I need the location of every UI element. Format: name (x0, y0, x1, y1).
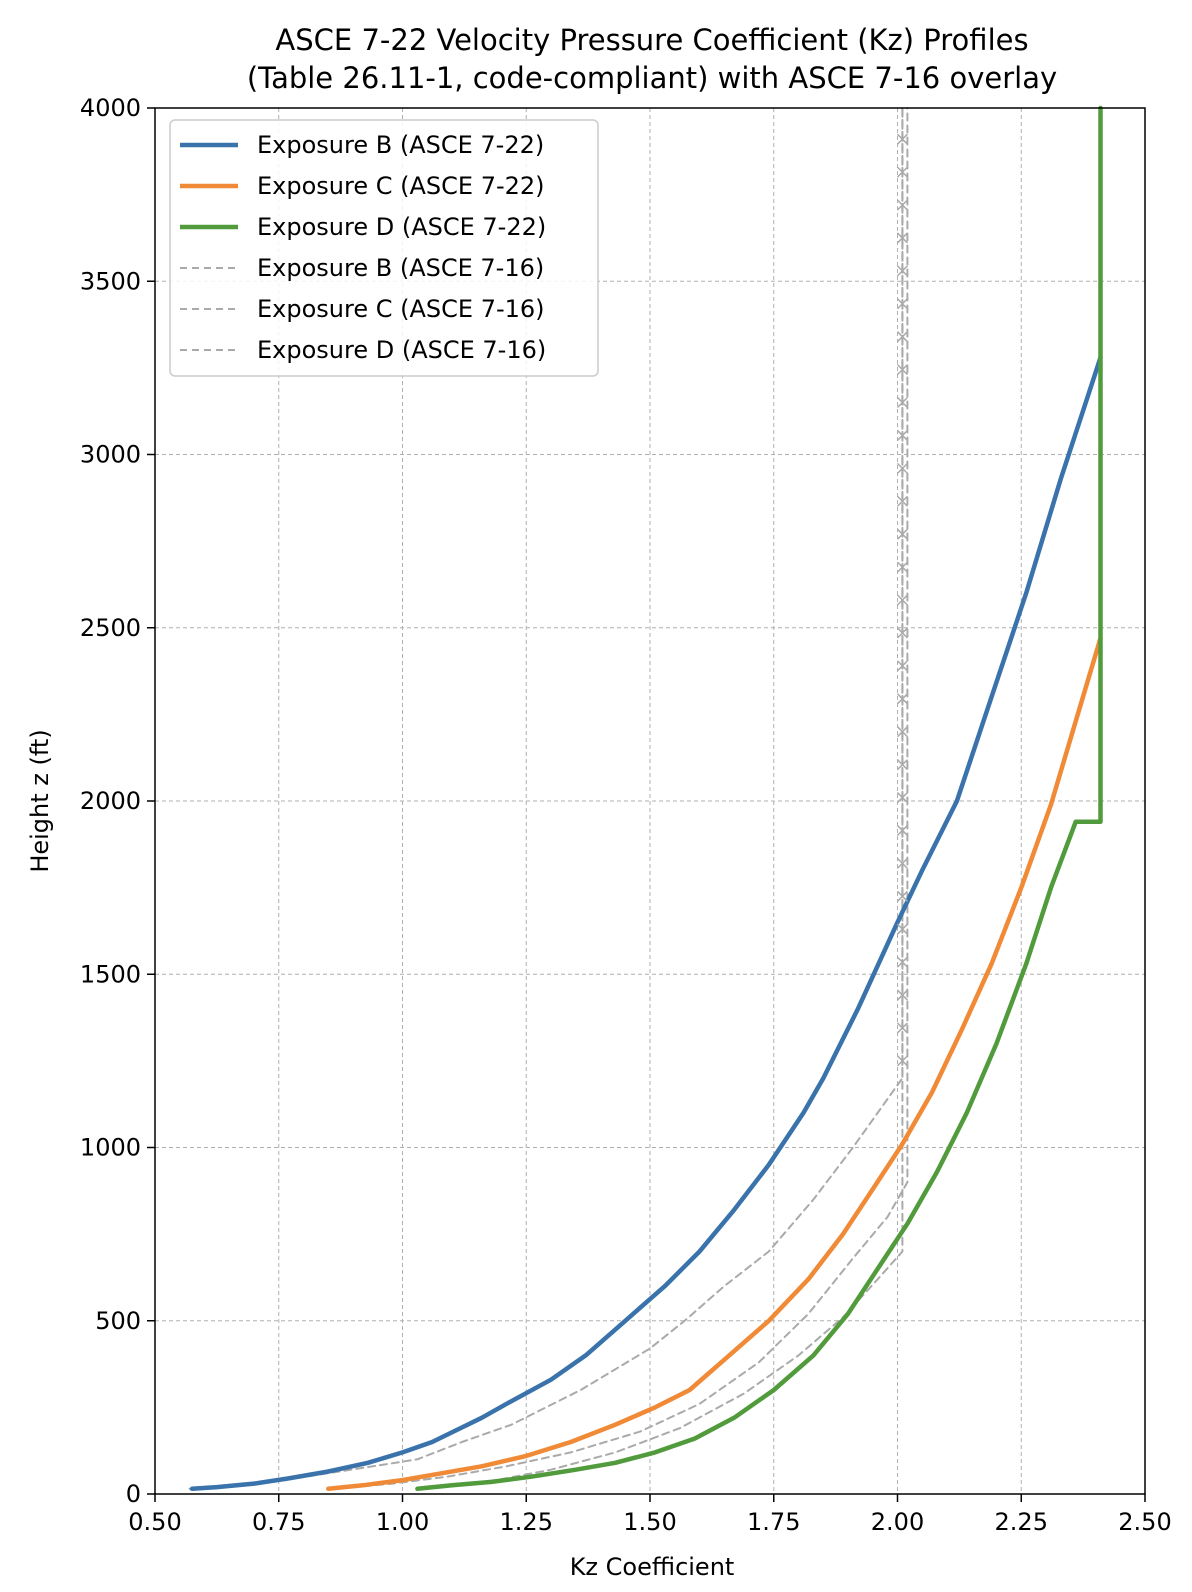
asce716-cap-marker (896, 594, 908, 606)
asce716-cap-marker (896, 462, 908, 474)
asce716-cap-marker (896, 759, 908, 771)
marker-stroke (896, 396, 908, 409)
asce716-cap-marker (896, 199, 908, 211)
marker-stroke (896, 890, 908, 902)
marker-stroke (896, 298, 908, 310)
asce716-cap-marker (896, 298, 908, 310)
asce716-cap-marker (896, 792, 908, 804)
legend-label: Exposure B (ASCE 7-22) (257, 131, 544, 159)
asce716-cap-marker (896, 923, 908, 935)
legend-label: Exposure C (ASCE 7-22) (257, 172, 545, 200)
y-tick-label: 1000 (80, 1134, 141, 1162)
asce716-cap-marker (896, 232, 908, 244)
series-line-exposure-d-asce-7-22 (415, 105, 1103, 1492)
series-line-exposure-c-asce-7-22 (326, 635, 1103, 1492)
marker-stroke (896, 726, 908, 738)
marker-stroke (896, 528, 908, 540)
y-tick-label: 2500 (80, 614, 141, 642)
asce716-cap-marker (896, 989, 908, 1001)
legend-label: Exposure D (ASCE 7-16) (257, 336, 546, 364)
x-tick-label: 1.75 (747, 1508, 800, 1536)
x-axis-ticks: 0.50 0.75 1.00 1.25 1.50 1.75 2.00 2.25 2.50 (128, 1494, 1172, 1536)
marker-stroke (896, 1055, 908, 1067)
y-tick-label: 3000 (80, 441, 141, 469)
asce716-cap-marker (896, 364, 908, 376)
marker-stroke (896, 561, 908, 573)
chart-title: ASCE 7-22 Velocity Pressure Coefficient … (275, 23, 1028, 57)
x-tick-label: 1.00 (376, 1508, 429, 1536)
marker-stroke (896, 923, 908, 935)
asce716-cap-marker (896, 528, 908, 540)
asce716-cap-marker (896, 693, 908, 705)
y-tick-label: 3500 (80, 267, 141, 295)
marker-stroke (896, 462, 908, 474)
marker-stroke (896, 495, 908, 507)
y-axis-label: Height z (ft) (26, 729, 54, 872)
y-tick-label: 500 (95, 1307, 141, 1335)
asce716-cap-marker (896, 956, 908, 968)
marker-stroke (896, 627, 908, 639)
marker-stroke (896, 989, 908, 1001)
marker-stroke (896, 594, 908, 606)
marker-stroke (896, 759, 908, 771)
legend: Exposure B (ASCE 7-22) Exposure C (ASCE 7… (169, 119, 599, 377)
marker-stroke (896, 1022, 908, 1034)
y-tick-label: 0 (126, 1480, 141, 1508)
x-tick-label: 2.00 (871, 1508, 924, 1536)
series-line-exposure-b-asce-7-22 (189, 355, 1103, 1492)
x-tick-label: 2.50 (1118, 1508, 1171, 1536)
marker-stroke (896, 133, 908, 145)
marker-stroke (896, 792, 908, 804)
asce716-cap-marker (896, 726, 908, 738)
asce716-cap-marker (896, 857, 908, 869)
legend-label: Exposure C (ASCE 7-16) (257, 295, 545, 323)
marker-stroke (896, 429, 908, 441)
x-tick-label: 0.75 (252, 1508, 305, 1536)
asce716-cap-marker (896, 660, 908, 672)
asce716-cap-marker (896, 627, 908, 639)
asce716-cap-marker (896, 1022, 908, 1034)
asce716-cap-marker (896, 890, 908, 902)
asce716-cap-marker (896, 429, 908, 441)
marker-stroke (896, 265, 908, 277)
marker-stroke (896, 364, 908, 376)
asce716-cap-marker (896, 561, 908, 573)
chart-subtitle: (Table 26.11-1, code-compliant) with ASC… (247, 61, 1057, 95)
y-tick-label: 2000 (80, 787, 141, 815)
marker-stroke (896, 693, 908, 705)
y-tick-label: 4000 (80, 94, 141, 122)
y-axis-ticks: 0 500 1000 1500 2000 2500 3000 3500 4000 (80, 94, 155, 1508)
marker-stroke (896, 956, 908, 968)
x-tick-label: 0.50 (128, 1508, 181, 1536)
asce716-cap-marker (896, 824, 908, 836)
legend-label: Exposure B (ASCE 7-16) (257, 254, 544, 282)
asce716-cap-marker (896, 495, 908, 507)
plot-area (188, 105, 1103, 1492)
marker-stroke (896, 857, 908, 869)
asce716-cap-marker (896, 166, 908, 178)
marker-stroke (896, 824, 908, 836)
marker-stroke (896, 199, 908, 211)
x-axis-label: Kz Coefficient (570, 1553, 735, 1581)
x-tick-label: 1.25 (500, 1508, 553, 1536)
y-tick-label: 1500 (80, 960, 141, 988)
legend-label: Exposure D (ASCE 7-22) (257, 213, 546, 241)
series-line-exposure-b-asce-7-16 (188, 107, 904, 1490)
asce716-cap-marker (896, 396, 908, 409)
marker-stroke (896, 166, 908, 178)
asce716-cap-marker (896, 331, 908, 343)
asce716-cap-marker (896, 133, 908, 145)
x-tick-label: 2.25 (995, 1508, 1048, 1536)
marker-stroke (896, 331, 908, 343)
asce716-cap-marker (896, 265, 908, 277)
marker-stroke (896, 232, 908, 244)
x-tick-label: 1.50 (623, 1508, 676, 1536)
marker-stroke (896, 660, 908, 672)
asce716-cap-marker (896, 1055, 908, 1067)
legend-box (169, 119, 599, 377)
